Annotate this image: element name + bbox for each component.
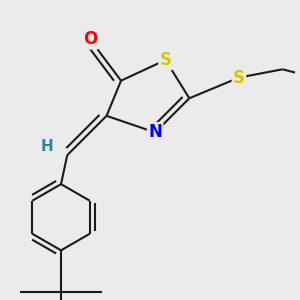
Text: S: S — [233, 69, 245, 87]
Text: O: O — [83, 30, 97, 48]
Text: H: H — [40, 140, 53, 154]
Text: S: S — [160, 51, 172, 69]
Text: N: N — [148, 123, 162, 141]
